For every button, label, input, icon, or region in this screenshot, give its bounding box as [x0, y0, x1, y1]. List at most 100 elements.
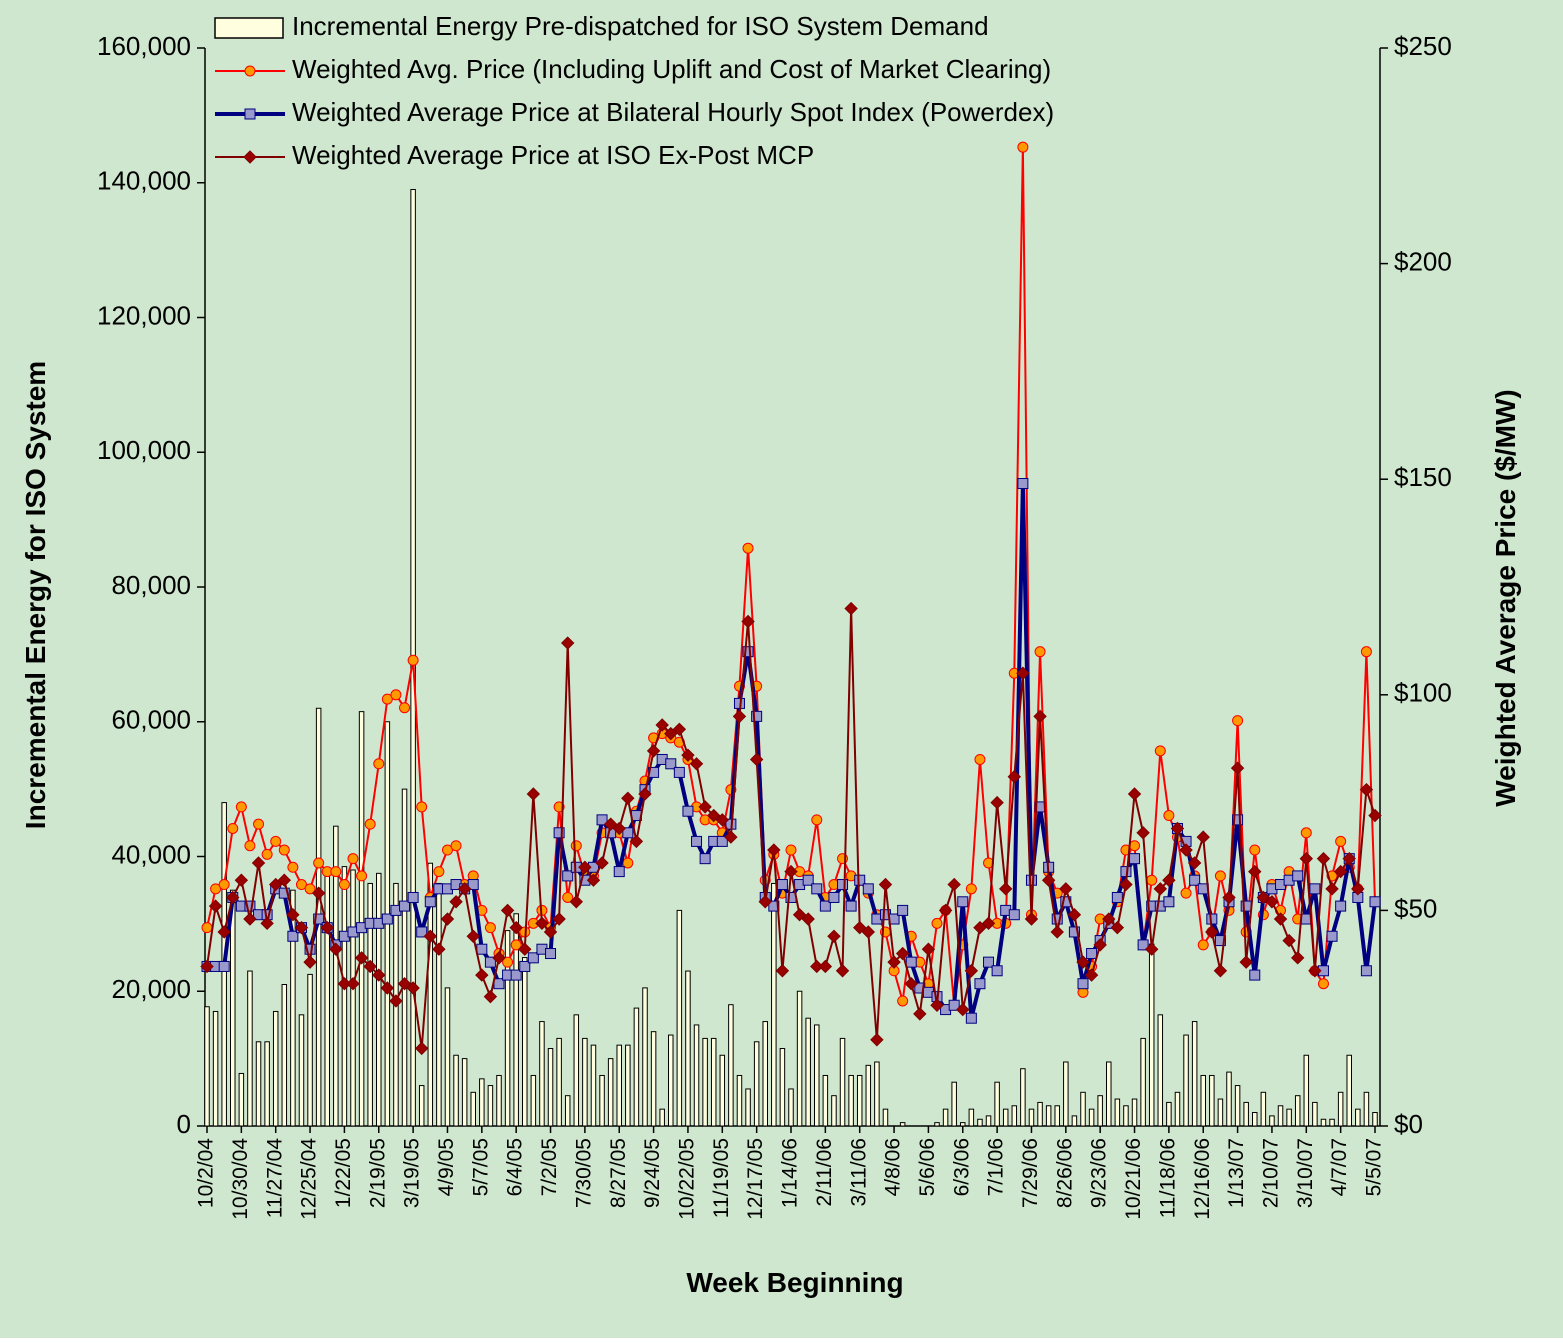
bar	[264, 1041, 270, 1127]
point	[457, 882, 472, 896]
point	[526, 787, 541, 801]
bar	[1217, 1098, 1224, 1127]
point	[1359, 782, 1374, 797]
point	[441, 844, 453, 856]
bar	[1312, 1101, 1318, 1127]
bar	[1303, 1054, 1310, 1127]
bar	[788, 1088, 794, 1127]
point	[1017, 141, 1029, 153]
point	[1325, 882, 1339, 896]
point	[399, 900, 411, 912]
point	[1316, 851, 1331, 866]
point	[1007, 770, 1022, 784]
point	[921, 942, 936, 956]
x-tick-label: 2/11/06	[813, 1138, 836, 1207]
point	[613, 866, 625, 878]
y-tick-label: 120,000	[97, 300, 191, 330]
point	[287, 930, 299, 942]
y-tick-label: 0	[177, 1109, 191, 1139]
point	[440, 912, 455, 926]
bar	[496, 1074, 502, 1127]
point	[1213, 964, 1228, 978]
bar	[1286, 1108, 1292, 1127]
legend-marker	[244, 108, 256, 120]
point	[390, 689, 402, 701]
point	[304, 883, 316, 895]
point	[682, 805, 694, 817]
point	[407, 891, 419, 903]
bar	[874, 1061, 880, 1127]
point	[1197, 939, 1209, 951]
point	[1290, 951, 1305, 965]
bar	[1166, 1101, 1172, 1127]
bar	[333, 825, 339, 1127]
bar	[642, 987, 648, 1127]
point	[303, 955, 317, 969]
x-tick-label: 8/27/05	[607, 1138, 630, 1208]
point	[553, 827, 565, 839]
bar	[1123, 1105, 1129, 1127]
point	[1308, 964, 1322, 978]
point	[964, 964, 979, 978]
bar	[736, 1074, 743, 1127]
bar	[324, 869, 330, 1127]
point	[664, 726, 678, 741]
point	[904, 976, 918, 991]
bar	[1200, 1074, 1206, 1127]
bar	[1209, 1074, 1215, 1127]
bar	[504, 930, 511, 1127]
point	[346, 976, 360, 991]
x-tick-label: 3/19/05	[401, 1138, 424, 1208]
point	[406, 981, 420, 995]
point	[1214, 935, 1226, 947]
point	[1239, 955, 1253, 969]
legend-marker	[244, 65, 256, 77]
bar	[358, 711, 365, 1127]
bar	[1054, 1105, 1060, 1127]
point	[467, 879, 479, 891]
x-axis-title: Week Beginning	[686, 1267, 903, 1298]
point	[416, 801, 428, 813]
point	[560, 636, 575, 650]
point	[251, 856, 266, 870]
bar	[796, 990, 803, 1127]
point	[1249, 844, 1261, 856]
point	[973, 920, 987, 935]
bar	[1148, 943, 1155, 1127]
bar	[745, 1088, 751, 1127]
point	[646, 744, 661, 758]
point	[947, 877, 961, 892]
point	[1214, 870, 1226, 882]
x-tick-label: 7/30/05	[572, 1138, 595, 1208]
x-tick-label: 7/29/06	[1019, 1138, 1042, 1208]
bar	[1294, 1095, 1301, 1127]
point	[278, 887, 290, 899]
bar	[668, 1034, 674, 1127]
bar	[427, 862, 434, 1127]
bar	[1002, 1108, 1009, 1127]
point	[1050, 925, 1064, 939]
x-tick-label: 3/11/06	[847, 1138, 870, 1207]
x-tick-label: 4/7/07	[1328, 1138, 1351, 1196]
bar	[1140, 1037, 1146, 1127]
point	[449, 895, 463, 909]
point	[965, 1012, 977, 1024]
bar	[539, 1021, 545, 1127]
point	[295, 879, 307, 891]
legend-label: Incremental Energy Pre-dispatched for IS…	[292, 11, 989, 41]
x-tick-label: 4/8/06	[882, 1138, 905, 1196]
point	[1360, 965, 1372, 977]
point	[1119, 877, 1133, 892]
point	[527, 952, 539, 964]
bar	[607, 1058, 614, 1127]
point	[1333, 864, 1348, 879]
y-tick-label: 100,000	[97, 435, 191, 465]
point	[518, 942, 532, 956]
point	[372, 968, 386, 982]
y-tick-label: 160,000	[97, 31, 191, 61]
point	[706, 808, 721, 823]
point	[665, 758, 677, 770]
point	[828, 891, 840, 903]
point	[1137, 939, 1149, 951]
